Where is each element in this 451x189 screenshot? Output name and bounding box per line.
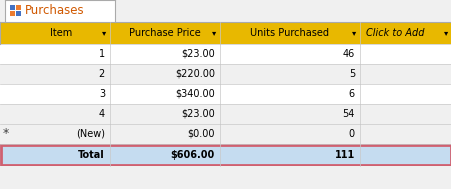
Bar xyxy=(10,11,15,16)
Text: 2: 2 xyxy=(98,69,105,79)
Bar xyxy=(12,22,451,44)
Bar xyxy=(0,166,451,189)
Bar xyxy=(0,104,451,124)
Bar xyxy=(5,0,115,22)
Text: ▾: ▾ xyxy=(443,29,447,37)
Text: 3: 3 xyxy=(99,89,105,99)
Text: 5: 5 xyxy=(348,69,354,79)
Text: 6: 6 xyxy=(348,89,354,99)
Text: Purchase Price: Purchase Price xyxy=(129,28,200,38)
Text: $23.00: $23.00 xyxy=(181,109,215,119)
Text: 4: 4 xyxy=(99,109,105,119)
Bar xyxy=(10,5,15,10)
Bar xyxy=(0,64,451,84)
Text: $340.00: $340.00 xyxy=(175,89,215,99)
Text: Units Purchased: Units Purchased xyxy=(250,28,329,38)
Text: Total: Total xyxy=(78,150,105,160)
Text: 0: 0 xyxy=(348,129,354,139)
Bar xyxy=(16,5,21,10)
Bar xyxy=(1,145,450,165)
Bar xyxy=(0,124,451,144)
Bar xyxy=(0,22,12,44)
Text: $220.00: $220.00 xyxy=(175,69,215,79)
Text: ▾: ▾ xyxy=(101,29,106,37)
Bar xyxy=(0,144,451,166)
Text: Purchases: Purchases xyxy=(25,5,84,18)
Bar xyxy=(0,22,451,171)
Text: ▾: ▾ xyxy=(351,29,355,37)
Text: *: * xyxy=(3,128,9,140)
Text: ▾: ▾ xyxy=(211,29,216,37)
Text: Click to Add: Click to Add xyxy=(365,28,423,38)
Text: 1: 1 xyxy=(99,49,105,59)
Text: 54: 54 xyxy=(342,109,354,119)
Bar xyxy=(16,11,21,16)
Text: $0.00: $0.00 xyxy=(187,129,215,139)
Text: 111: 111 xyxy=(334,150,354,160)
Text: $606.00: $606.00 xyxy=(170,150,215,160)
Bar xyxy=(0,44,451,64)
Text: Item: Item xyxy=(50,28,72,38)
Text: $23.00: $23.00 xyxy=(181,49,215,59)
Bar xyxy=(0,84,451,104)
Text: 46: 46 xyxy=(342,49,354,59)
Text: (New): (New) xyxy=(76,129,105,139)
